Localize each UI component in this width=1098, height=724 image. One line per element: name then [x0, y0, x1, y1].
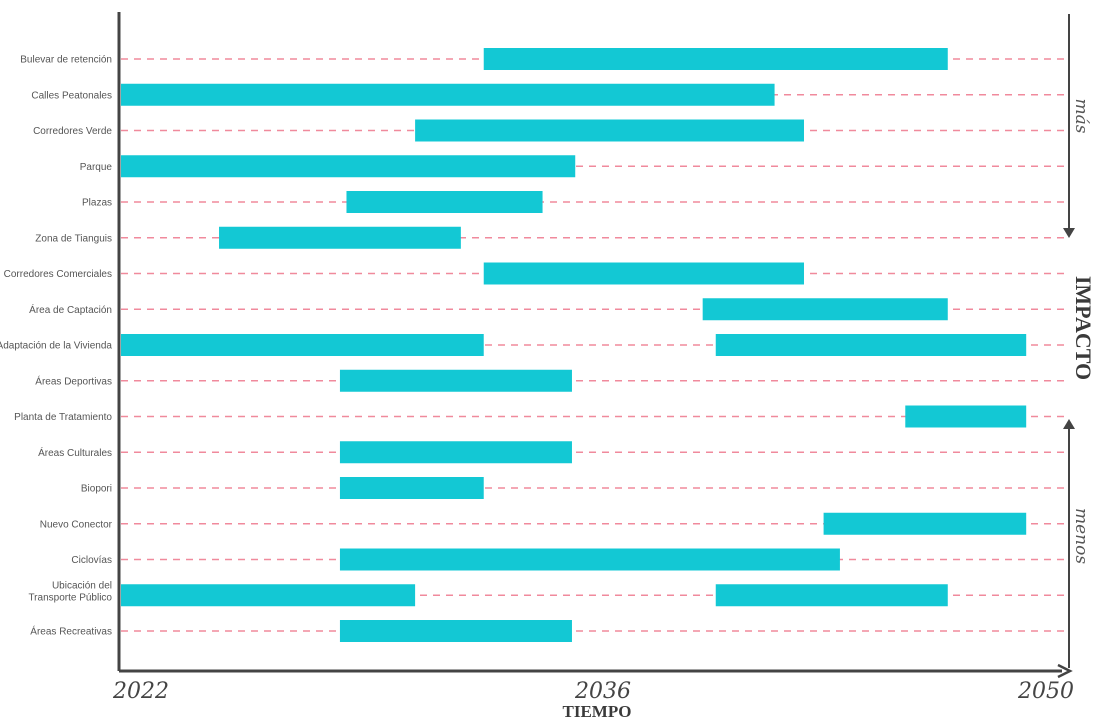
- gantt-bar: [121, 584, 416, 607]
- category-label: Ubicación del Transporte Público: [28, 580, 112, 603]
- impact-down-arrow-icon: [1063, 228, 1075, 238]
- gantt-bar: [339, 620, 572, 642]
- impact-top-label: más: [1071, 99, 1091, 134]
- category-label: Corredores Comerciales: [4, 269, 112, 280]
- gantt-bar: [415, 119, 804, 142]
- category-label: Nuevo Conector: [40, 519, 113, 530]
- impact-up-arrow-icon: [1063, 419, 1075, 429]
- category-label: Bulevar de retención: [20, 55, 112, 66]
- gantt-bar: [483, 48, 948, 70]
- category-label: Áreas Culturales: [38, 446, 112, 459]
- gantt-bar: [339, 477, 484, 499]
- gantt-bar: [905, 405, 1027, 428]
- gantt-bar: [121, 155, 576, 178]
- x-tick-start: 2022: [112, 679, 169, 704]
- category-label: Calles Peatonales: [31, 90, 112, 101]
- category-label-line: Transporte Público: [28, 592, 112, 603]
- x-tick-end: 2050: [1017, 679, 1074, 704]
- category-label: Biopori: [81, 484, 112, 495]
- category-label: Plazas: [82, 198, 112, 209]
- impact-axis-title: IMPACTO: [1071, 276, 1096, 380]
- gantt-bar: [219, 226, 461, 249]
- category-labels: Bulevar de retención Calles Peatonales Cor…: [0, 55, 113, 638]
- category-label: Áreas Recreativas: [30, 625, 112, 638]
- bars: [121, 48, 1027, 642]
- impact-bottom-label: menos: [1071, 508, 1091, 564]
- gantt-bar: [715, 334, 1027, 356]
- gantt-bar: [339, 548, 840, 571]
- gantt-bar: [339, 369, 572, 392]
- category-label: Planta de Tratamiento: [14, 412, 112, 423]
- x-tick-mid: 2036: [574, 679, 631, 704]
- gantt-bar: [702, 298, 948, 321]
- gantt-bar: [483, 262, 804, 285]
- gantt-bar: [715, 584, 948, 607]
- gantt-bar: [339, 441, 572, 464]
- x-axis-title: TIEMPO: [563, 702, 632, 721]
- category-label: Zona de Tianguis: [35, 233, 112, 244]
- category-label: Área de Captación: [29, 303, 112, 316]
- gantt-bar: [823, 512, 1027, 535]
- gantt-bar: [346, 191, 543, 213]
- category-label-line: Ubicación del: [52, 580, 112, 591]
- category-label: Áreas Deportivas: [35, 374, 112, 387]
- category-label: Adaptación de la Vivienda: [0, 341, 112, 352]
- category-label: Parque: [80, 162, 113, 173]
- gantt-bar: [121, 334, 484, 356]
- category-label: Ciclovías: [71, 555, 112, 566]
- category-label: Corredores Verde: [33, 126, 112, 137]
- gantt-bar: [121, 83, 775, 106]
- x-axis-arrow-icon: [1057, 663, 1073, 679]
